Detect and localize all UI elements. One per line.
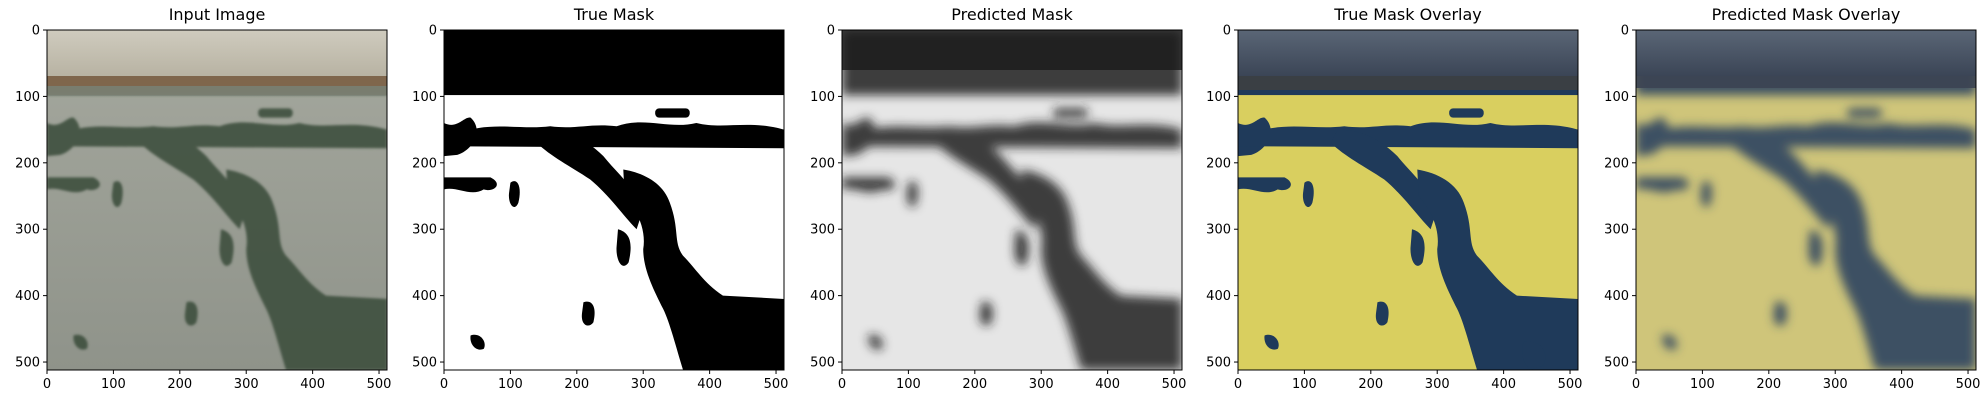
y-tick-label: 300	[1206, 223, 1231, 238]
y-tick-label: 500	[1206, 356, 1231, 371]
panel-title-true-mask: True Mask	[573, 5, 655, 24]
y-tick-label: 300	[1604, 223, 1629, 238]
y-tick-label: 200	[810, 156, 835, 171]
y-tick-label: 100	[810, 90, 835, 105]
y-tick-label: 100	[1206, 90, 1231, 105]
panel-title-pred-mask: Predicted Mask	[951, 5, 1073, 24]
y-tick-label: 100	[1604, 90, 1629, 105]
y-tick-label: 300	[15, 223, 40, 238]
y-tick-label: 400	[810, 289, 835, 304]
x-tick-label: 500	[1956, 377, 1981, 392]
x-tick-label: 400	[300, 377, 325, 392]
y-tick-label: 200	[15, 156, 40, 171]
image-true-overlay	[1237, 29, 1579, 371]
y-tick-label: 0	[1621, 24, 1629, 39]
panel-title-input: Input Image	[169, 5, 266, 24]
y-tick-label: 400	[412, 289, 437, 304]
y-tick-label: 0	[32, 24, 40, 39]
y-tick-label: 300	[412, 223, 437, 238]
x-tick-label: 100	[1690, 377, 1715, 392]
x-tick-label: 0	[1632, 377, 1640, 392]
x-tick-label: 500	[1162, 377, 1187, 392]
y-tick-label: 0	[1223, 24, 1231, 39]
x-tick-label: 300	[1823, 377, 1848, 392]
y-tick-label: 500	[810, 356, 835, 371]
y-tick-label: 100	[412, 90, 437, 105]
x-tick-label: 300	[1425, 377, 1450, 392]
x-tick-label: 100	[1292, 377, 1317, 392]
x-tick-label: 100	[896, 377, 921, 392]
x-tick-label: 400	[697, 377, 722, 392]
x-tick-label: 500	[764, 377, 789, 392]
x-tick-label: 200	[1756, 377, 1781, 392]
image-pred-overlay	[1635, 29, 1977, 371]
x-tick-label: 400	[1491, 377, 1516, 392]
frame-pred-mask	[841, 29, 1183, 371]
image-pred-mask	[841, 29, 1183, 371]
y-tick-label: 500	[15, 356, 40, 371]
y-tick-label: 400	[15, 289, 40, 304]
y-tick-label: 400	[1206, 289, 1231, 304]
y-tick-label: 0	[429, 24, 437, 39]
x-tick-label: 0	[43, 377, 51, 392]
x-tick-label: 300	[234, 377, 259, 392]
panel-title-pred-overlay: Predicted Mask Overlay	[1712, 5, 1901, 24]
x-tick-label: 200	[962, 377, 987, 392]
frame-input	[46, 29, 388, 371]
image-input	[46, 29, 388, 371]
y-tick-label: 500	[412, 356, 437, 371]
x-tick-label: 400	[1095, 377, 1120, 392]
y-tick-label: 200	[1206, 156, 1231, 171]
frame-true-mask	[443, 29, 785, 371]
image-true-mask	[443, 29, 785, 371]
x-tick-label: 200	[167, 377, 192, 392]
x-tick-label: 100	[498, 377, 523, 392]
x-tick-label: 0	[838, 377, 846, 392]
y-tick-label: 400	[1604, 289, 1629, 304]
y-tick-label: 100	[15, 90, 40, 105]
x-tick-label: 200	[1358, 377, 1383, 392]
x-tick-label: 300	[1029, 377, 1054, 392]
x-tick-label: 400	[1889, 377, 1914, 392]
frame-true-overlay	[1237, 29, 1579, 371]
x-tick-label: 500	[1558, 377, 1583, 392]
x-tick-label: 500	[367, 377, 392, 392]
x-tick-label: 0	[1234, 377, 1242, 392]
x-tick-label: 200	[564, 377, 589, 392]
y-tick-label: 0	[827, 24, 835, 39]
y-tick-label: 200	[412, 156, 437, 171]
panel-title-true-overlay: True Mask Overlay	[1333, 5, 1482, 24]
y-tick-label: 300	[810, 223, 835, 238]
x-tick-label: 300	[631, 377, 656, 392]
frame-pred-overlay	[1635, 29, 1977, 371]
y-tick-label: 500	[1604, 356, 1629, 371]
y-tick-label: 200	[1604, 156, 1629, 171]
x-tick-label: 100	[101, 377, 126, 392]
x-tick-label: 0	[440, 377, 448, 392]
